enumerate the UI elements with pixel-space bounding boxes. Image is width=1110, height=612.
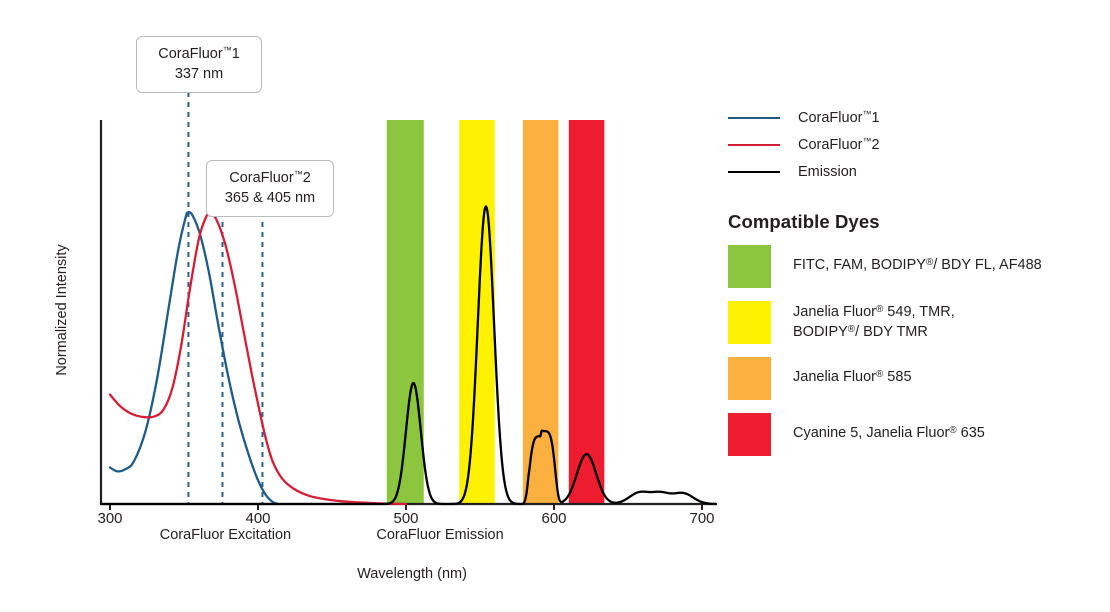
registered-trademark-icon: ® xyxy=(925,256,934,268)
legend-panel: CoraFluor™1 CoraFluor™2 Emission Compatibl… xyxy=(728,104,1102,469)
band-orange xyxy=(522,120,559,504)
x-axis-title: Wavelength (nm) xyxy=(357,566,467,582)
dye-orange-label: Janelia Fluor® 585 xyxy=(793,357,912,387)
dye-orange-row[interactable]: Janelia Fluor® 585 xyxy=(728,357,1102,400)
x-axis-excitation-region-label: CoraFluor Excitation xyxy=(159,527,292,543)
compatible-dyes-title: Compatible Dyes xyxy=(728,211,880,232)
series-legend: CoraFluor™1 CoraFluor™2 Emission xyxy=(728,104,1102,185)
dye-green-row[interactable]: FITC, FAM, BODIPY®/ BDY FL, AF488 xyxy=(728,245,1102,288)
trademark-icon: ™ xyxy=(222,45,232,55)
legend-series-emission-label: Emission xyxy=(798,164,857,180)
legend-series-corafluor1[interactable]: CoraFluor™1 xyxy=(728,104,1102,131)
legend-series-corafluor2-swatch xyxy=(728,143,780,146)
dye-yellow-swatch xyxy=(728,301,771,344)
legend-series-emission-label-main: Emission xyxy=(798,163,857,180)
x-axis-label-700: 700 xyxy=(689,510,715,527)
band-yellow xyxy=(459,120,495,504)
registered-trademark-icon: ® xyxy=(847,323,856,335)
curve-corafluor2 xyxy=(108,212,408,506)
dye-yellow-label-line-1: Janelia Fluor® 549, TMR, xyxy=(793,303,955,320)
compatible-dyes-list: FITC, FAM, BODIPY®/ BDY FL, AF488 Janelia… xyxy=(728,245,1102,456)
wavelength-bands xyxy=(386,120,605,504)
dye-red-label-line-1: Cyanine 5, Janelia Fluor® 635 xyxy=(793,424,985,441)
chart-panel: CoraFluor™1 337 nm CoraFluor™2 365 & 405… xyxy=(54,36,718,582)
dye-green-label-line-1: FITC, FAM, BODIPY®/ BDY FL, AF488 xyxy=(793,256,1042,273)
legend-series-corafluor1-label: CoraFluor™1 xyxy=(798,109,880,126)
legend-series-corafluor2-label-suffix: 2 xyxy=(871,136,880,153)
callout-corafluor2-line1: CoraFluor™2 xyxy=(229,169,311,186)
dye-yellow-label: Janelia Fluor® 549, TMR, BODIPY®/ BDY TMR xyxy=(793,301,955,342)
callout-corafluor1-line2: 337 nm xyxy=(174,65,224,82)
callout-corafluor2: CoraFluor™2 365 & 405 nm xyxy=(206,160,334,218)
callout-corafluor2-line2: 365 & 405 nm xyxy=(224,189,316,206)
legend-series-corafluor2[interactable]: CoraFluor™2 xyxy=(728,131,1102,158)
spectra-plot xyxy=(99,92,718,510)
band-red xyxy=(568,120,605,504)
x-axis-label-600: 600 xyxy=(541,510,567,527)
x-axis-emission-region-label: CoraFluor Emission xyxy=(376,527,504,543)
x-axis-label-500: 500 xyxy=(393,510,419,527)
curve-corafluor1 xyxy=(108,210,280,506)
dye-green-swatch xyxy=(728,245,771,288)
dye-yellow-label-line-2: BODIPY®/ BDY TMR xyxy=(793,323,928,340)
spectra-curves xyxy=(99,205,718,506)
registered-trademark-icon: ® xyxy=(876,303,884,315)
legend-series-corafluor1-swatch xyxy=(728,116,780,119)
trademark-icon: ™ xyxy=(293,169,303,179)
dye-green-label: FITC, FAM, BODIPY®/ BDY FL, AF488 xyxy=(793,245,1042,275)
callout-corafluor1-line1: CoraFluor™1 xyxy=(158,45,240,62)
callout-corafluor1: CoraFluor™1 337 nm xyxy=(136,36,262,94)
legend-series-emission-swatch xyxy=(728,170,780,173)
dye-yellow-row[interactable]: Janelia Fluor® 549, TMR, BODIPY®/ BDY TMR xyxy=(728,301,1102,344)
dye-red-swatch xyxy=(728,413,771,456)
x-axis-label-400: 400 xyxy=(245,510,271,527)
legend-series-emission[interactable]: Emission xyxy=(728,158,1102,185)
curve-emission xyxy=(99,205,718,506)
legend-series-corafluor1-label-main: CoraFluor xyxy=(798,109,863,126)
legend-series-corafluor2-label: CoraFluor™2 xyxy=(798,136,880,153)
legend-series-corafluor1-label-suffix: 1 xyxy=(871,109,880,126)
y-axis-title: Normalized Intensity xyxy=(54,244,70,376)
registered-trademark-icon: ® xyxy=(949,424,957,436)
dye-red-row[interactable]: Cyanine 5, Janelia Fluor® 635 xyxy=(728,413,1102,456)
dye-red-label: Cyanine 5, Janelia Fluor® 635 xyxy=(793,413,985,443)
dye-orange-label-line-1: Janelia Fluor® 585 xyxy=(793,368,912,385)
x-axis-label-300: 300 xyxy=(97,510,123,527)
legend-series-corafluor2-label-main: CoraFluor xyxy=(798,136,863,153)
trademark-icon: ™ xyxy=(862,109,872,120)
trademark-icon: ™ xyxy=(862,136,872,147)
registered-trademark-icon: ® xyxy=(876,368,884,380)
dye-orange-swatch xyxy=(728,357,771,400)
excitation-marker-lines xyxy=(187,92,264,504)
